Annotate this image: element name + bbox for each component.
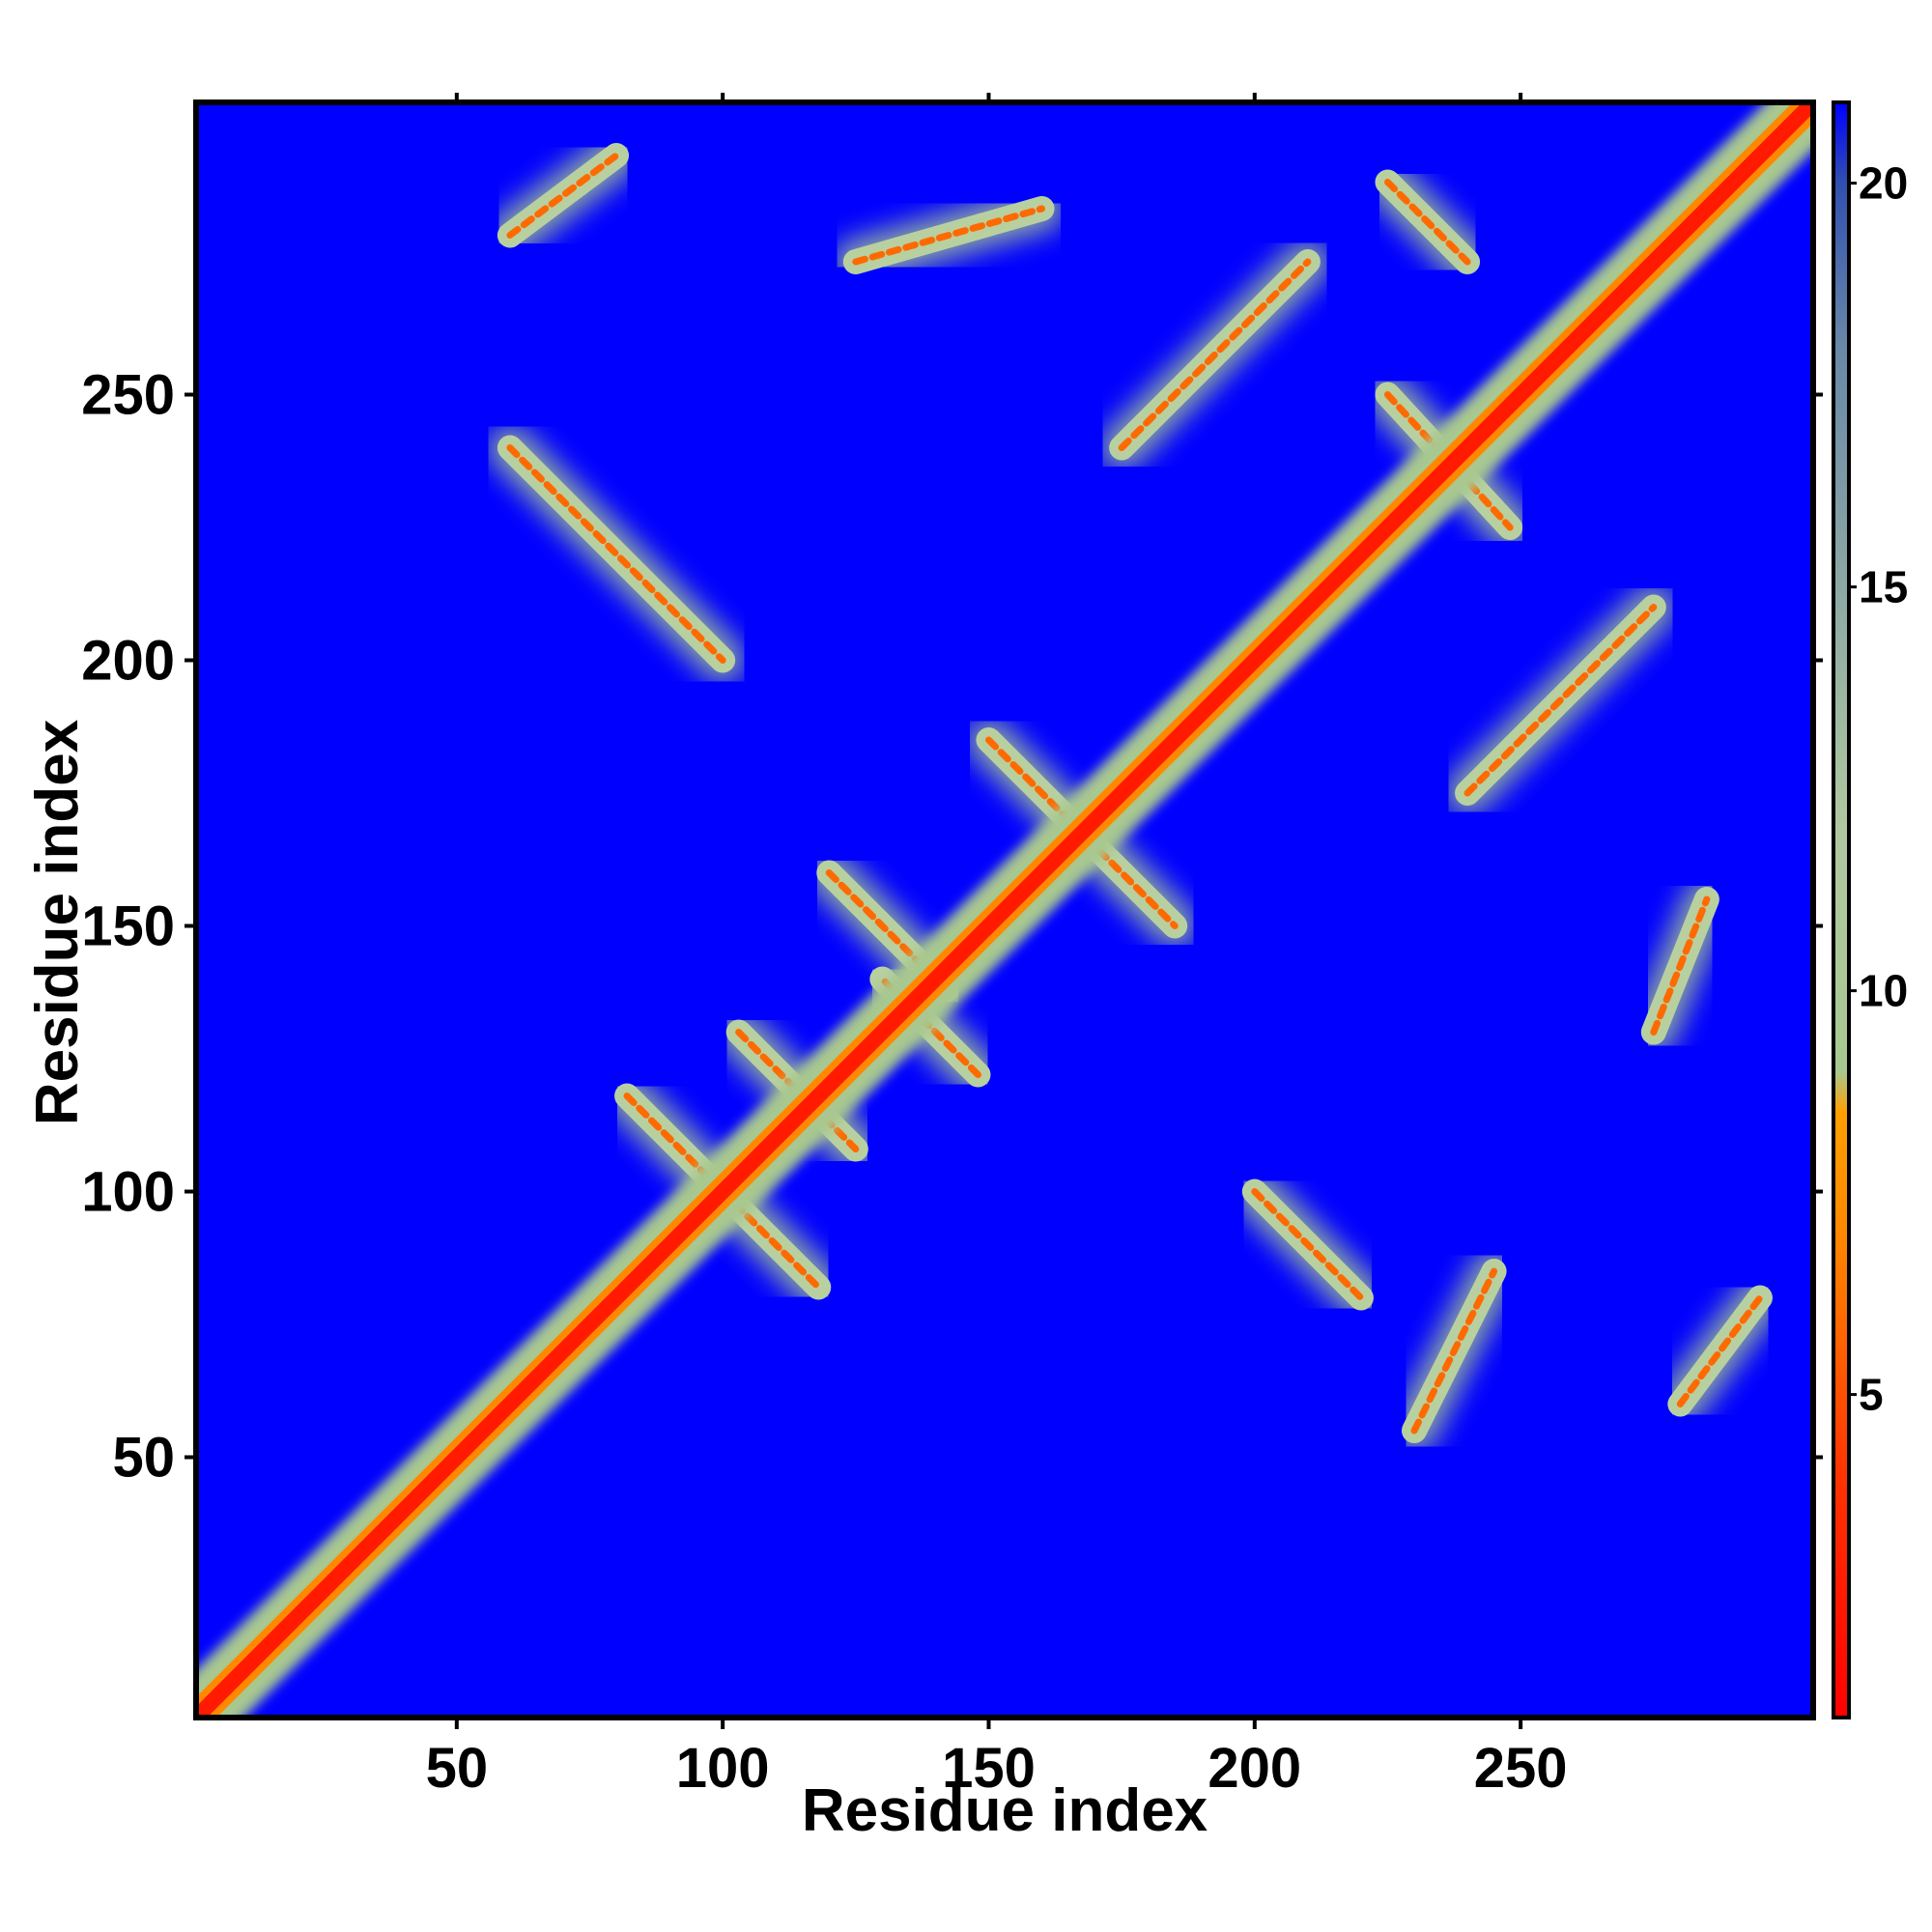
contact-band-core	[506, 152, 620, 239]
contact-band-core	[1251, 1188, 1365, 1301]
contact-band-core	[1650, 895, 1711, 1036]
colorbar	[1832, 100, 1851, 1719]
plot-frame	[193, 99, 1816, 1720]
x-tick-label: 150	[942, 1737, 1036, 1800]
y-axis-title: Residue index	[24, 719, 91, 1125]
x-tick-label: 100	[676, 1737, 770, 1800]
contact-band-core	[1118, 258, 1312, 451]
y-tick-label: 100	[81, 1161, 175, 1224]
contact-band-core	[735, 1029, 860, 1152]
contact-band-core	[852, 205, 1046, 266]
x-tick-label: 250	[1474, 1737, 1568, 1800]
colorbar-tick-label: 5	[1859, 1370, 1884, 1420]
y-tick-label: 250	[81, 364, 175, 427]
contact-band-core	[1463, 604, 1658, 797]
contact-band-core	[1383, 179, 1471, 266]
contact-band-core	[506, 444, 726, 664]
colorbar-tick-label: 20	[1859, 158, 1908, 209]
x-tick-label: 200	[1208, 1737, 1301, 1800]
x-tick-label: 50	[426, 1737, 489, 1800]
colorbar-tick-label: 10	[1859, 966, 1908, 1016]
diagonal-line	[196, 102, 1813, 1718]
contact-band-core	[1676, 1294, 1764, 1407]
contact-band-core	[1410, 1267, 1498, 1435]
x-axis-title: Residue index	[802, 1777, 1208, 1844]
y-tick-label: 200	[81, 630, 175, 693]
y-tick-label: 150	[81, 895, 175, 958]
y-tick-label: 50	[112, 1427, 175, 1490]
colorbar-tick-label: 15	[1859, 562, 1908, 612]
